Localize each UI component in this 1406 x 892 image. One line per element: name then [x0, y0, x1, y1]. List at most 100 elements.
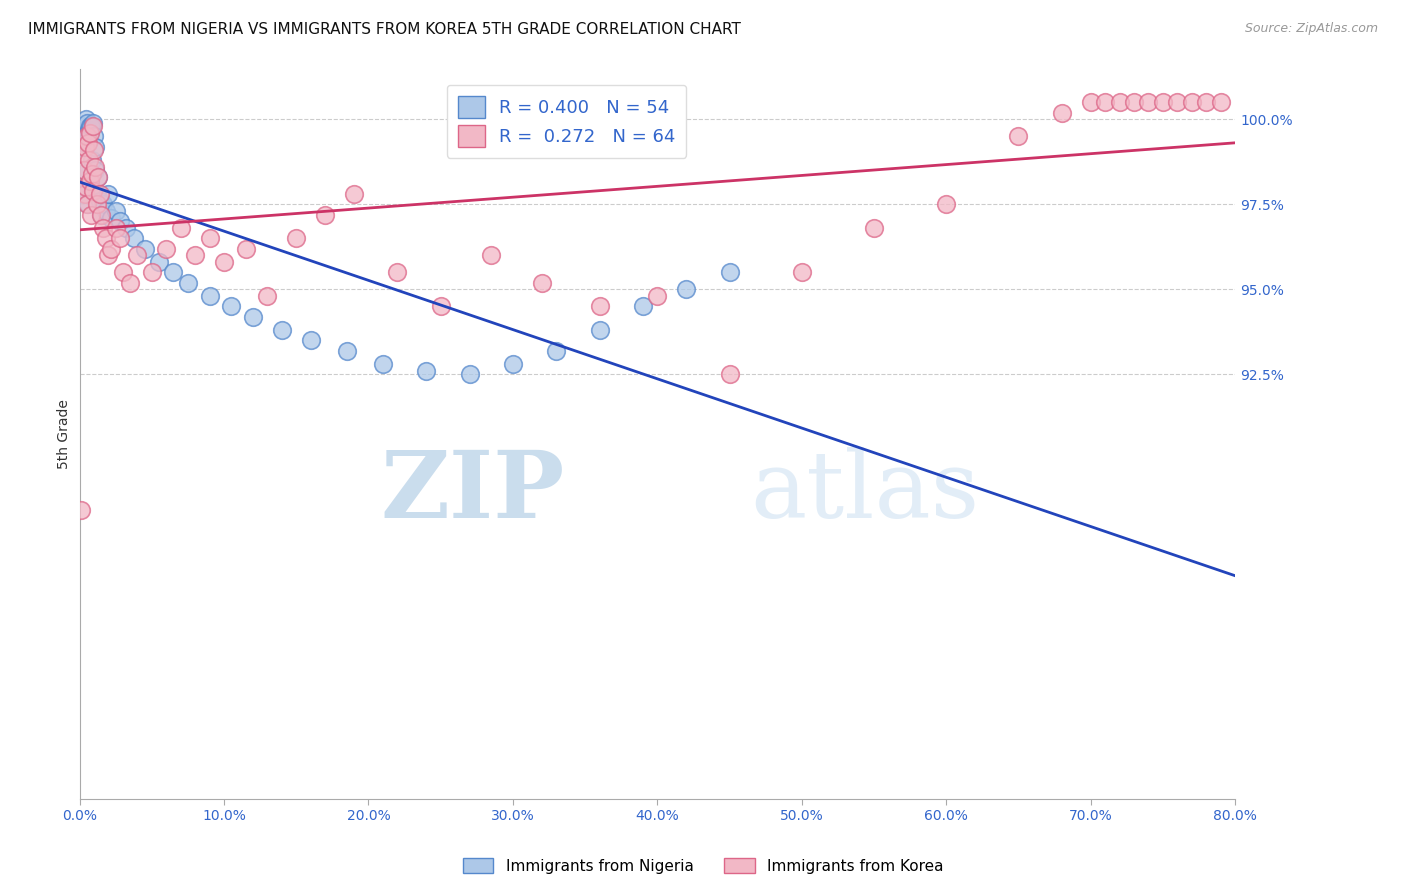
- Point: [299, 334, 322, 348]
- Point: [111, 265, 134, 279]
- Legend: Immigrants from Nigeria, Immigrants from Korea: Immigrants from Nigeria, Immigrants from…: [457, 852, 949, 880]
- Point: [83, 143, 105, 157]
- Point: [104, 204, 127, 219]
- Point: [1137, 95, 1160, 110]
- Point: [73, 163, 96, 178]
- Point: [100, 211, 122, 225]
- Point: [1094, 95, 1116, 110]
- Point: [82, 184, 104, 198]
- Point: [1123, 95, 1146, 110]
- Point: [588, 299, 610, 313]
- Point: [645, 289, 668, 303]
- Text: Source: ZipAtlas.com: Source: ZipAtlas.com: [1244, 22, 1378, 36]
- Point: [155, 242, 177, 256]
- Point: [1195, 95, 1218, 110]
- Point: [75, 139, 97, 153]
- Point: [863, 221, 886, 235]
- Point: [1209, 95, 1232, 110]
- Point: [242, 310, 264, 324]
- Point: [127, 248, 149, 262]
- Point: [80, 208, 103, 222]
- Point: [77, 136, 100, 151]
- Point: [94, 204, 117, 219]
- Point: [530, 276, 553, 290]
- Point: [141, 265, 163, 279]
- Point: [162, 265, 184, 279]
- Point: [675, 282, 697, 296]
- Point: [100, 242, 122, 256]
- Point: [76, 197, 98, 211]
- Point: [114, 221, 136, 235]
- Point: [82, 116, 104, 130]
- Point: [270, 323, 292, 337]
- Point: [80, 167, 103, 181]
- Point: [1108, 95, 1130, 110]
- Point: [76, 133, 98, 147]
- Point: [256, 289, 278, 303]
- Point: [235, 242, 257, 256]
- Point: [79, 120, 101, 134]
- Point: [108, 214, 131, 228]
- Point: [75, 112, 97, 127]
- Point: [84, 139, 107, 153]
- Point: [97, 187, 120, 202]
- Text: ZIP: ZIP: [381, 447, 565, 537]
- Point: [97, 248, 120, 262]
- Point: [76, 180, 98, 194]
- Point: [429, 299, 451, 313]
- Point: [73, 163, 96, 178]
- Point: [73, 187, 96, 202]
- Point: [1181, 95, 1204, 110]
- Point: [86, 197, 108, 211]
- Point: [87, 170, 110, 185]
- Point: [1080, 95, 1102, 110]
- Point: [83, 129, 105, 144]
- Point: [90, 208, 112, 222]
- Point: [83, 163, 105, 178]
- Point: [935, 197, 957, 211]
- Point: [458, 368, 481, 382]
- Point: [177, 276, 200, 290]
- Point: [77, 197, 100, 211]
- Point: [588, 323, 610, 337]
- Point: [89, 194, 111, 208]
- Y-axis label: 5th Grade: 5th Grade: [58, 399, 72, 468]
- Point: [75, 122, 97, 136]
- Point: [82, 120, 104, 134]
- Point: [75, 180, 97, 194]
- Point: [79, 174, 101, 188]
- Point: [91, 221, 114, 235]
- Point: [70, 139, 93, 153]
- Point: [1152, 95, 1174, 110]
- Point: [718, 368, 741, 382]
- Point: [336, 343, 359, 358]
- Point: [184, 248, 207, 262]
- Legend: R = 0.400   N = 54, R =  0.272   N = 64: R = 0.400 N = 54, R = 0.272 N = 64: [447, 85, 686, 158]
- Point: [70, 503, 93, 517]
- Point: [80, 153, 103, 168]
- Point: [124, 231, 146, 245]
- Point: [70, 129, 93, 144]
- Point: [73, 126, 96, 140]
- Point: [219, 299, 242, 313]
- Point: [1050, 105, 1073, 120]
- Point: [198, 289, 221, 303]
- Point: [631, 299, 654, 313]
- Point: [80, 120, 103, 134]
- Point: [91, 197, 114, 211]
- Point: [1007, 129, 1029, 144]
- Point: [479, 248, 502, 262]
- Point: [120, 276, 142, 290]
- Point: [198, 231, 221, 245]
- Point: [73, 136, 96, 151]
- Point: [94, 231, 117, 245]
- Point: [72, 120, 94, 134]
- Point: [86, 187, 108, 202]
- Point: [76, 129, 98, 144]
- Point: [79, 126, 101, 140]
- Point: [79, 174, 101, 188]
- Point: [72, 146, 94, 161]
- Point: [90, 208, 112, 222]
- Point: [148, 255, 170, 269]
- Point: [285, 231, 308, 245]
